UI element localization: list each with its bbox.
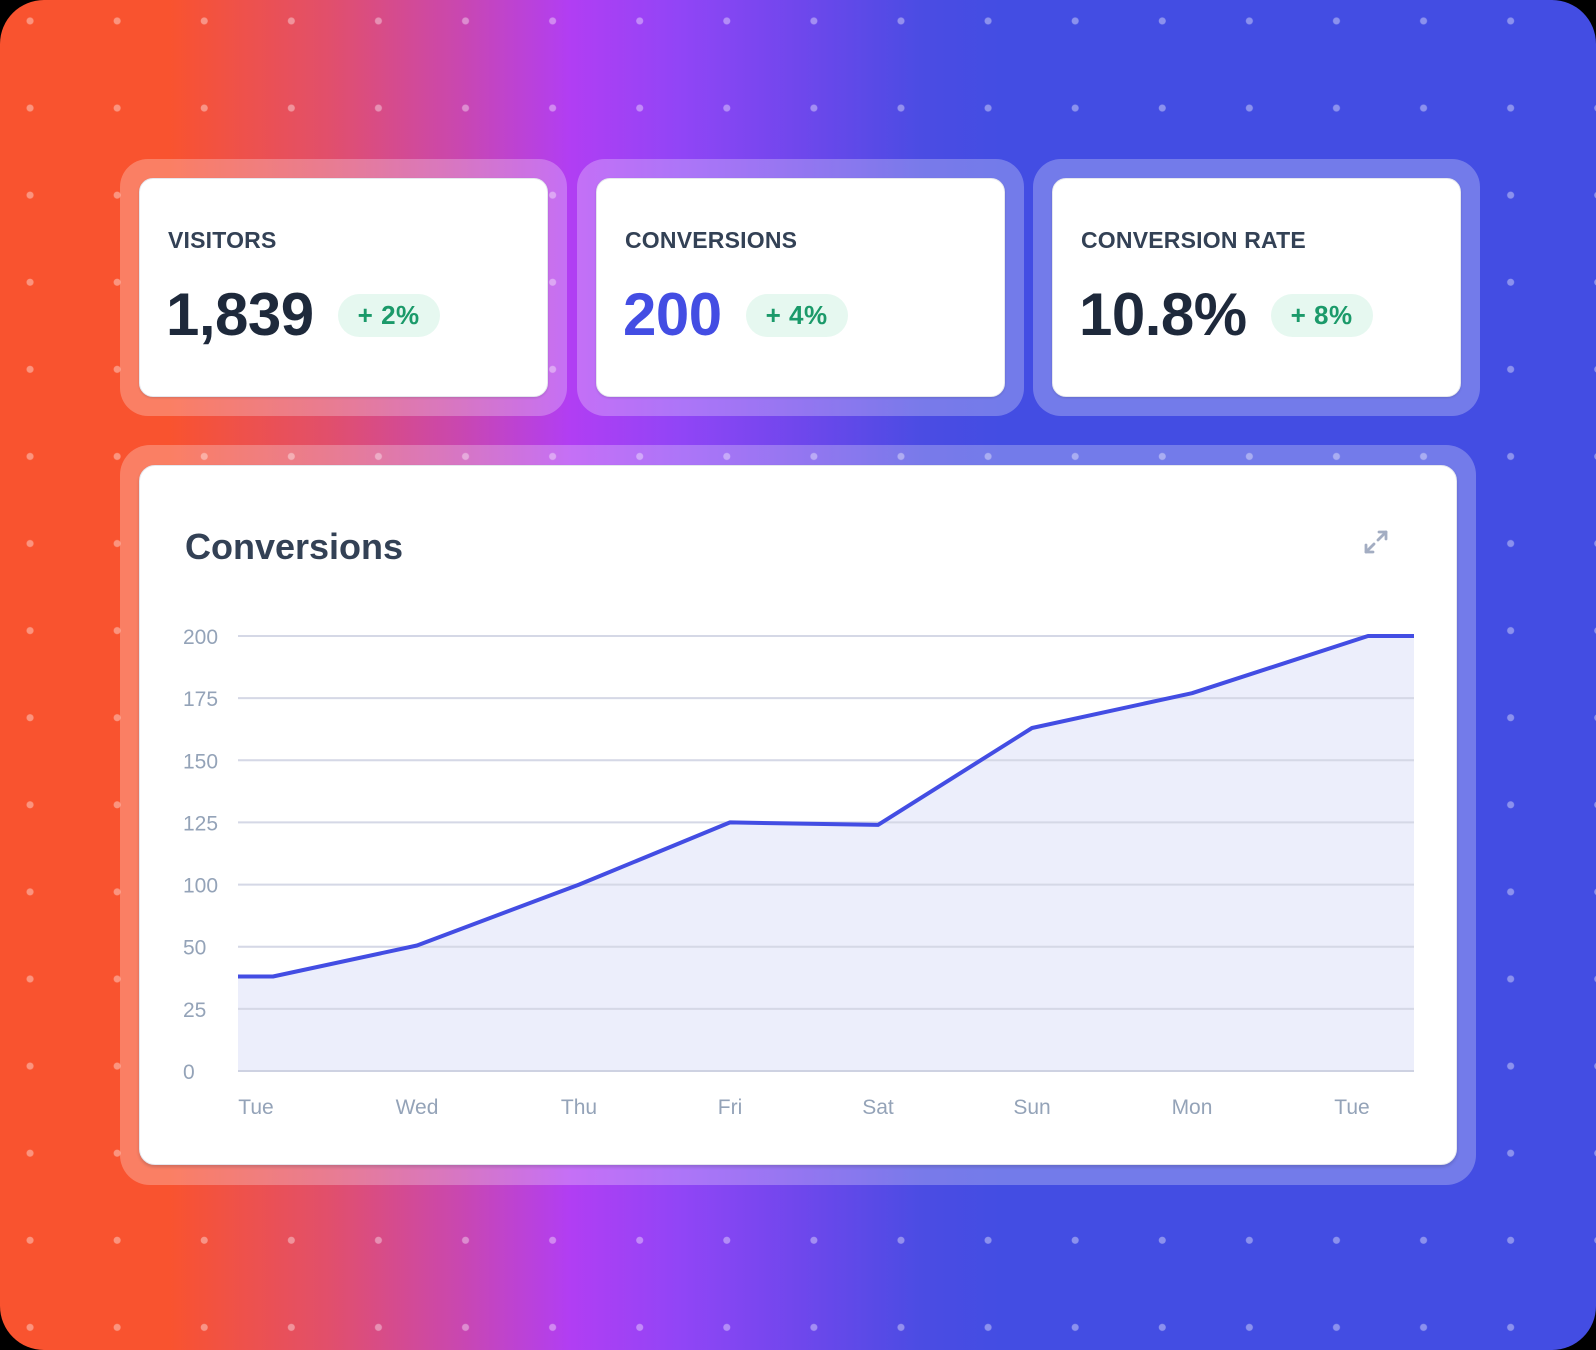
x-axis-tick: Mon	[1172, 1096, 1213, 1119]
x-axis-tick: Thu	[561, 1096, 597, 1119]
chart-title: Conversions	[185, 526, 404, 567]
change-badge: + 2%	[337, 293, 440, 337]
expand-arrows-icon	[1364, 530, 1388, 554]
stat-card-conversion-rate: CONVERSION RATE 10.8% + 8%	[1052, 178, 1461, 397]
stat-value: 1,839	[166, 281, 314, 348]
y-axis-tick: 0	[183, 1061, 195, 1084]
x-axis-tick: Fri	[718, 1096, 743, 1119]
y-axis-tick: 175	[183, 688, 218, 711]
y-axis-tick: 125	[183, 812, 218, 835]
change-badge: + 4%	[745, 293, 848, 337]
stat-label: CONVERSION RATE	[1081, 227, 1306, 253]
stat-card-conversions-frame: CONVERSIONS 200 + 4%	[577, 159, 1024, 416]
stat-value: 10.8%	[1079, 281, 1247, 348]
stat-card-visitors: VISITORS 1,839 + 2%	[139, 178, 548, 397]
chart-card: Conversions 200 175 150 125 100 50 25 0 Tue Wed Th…	[139, 465, 1457, 1165]
stat-card-visitors-frame: VISITORS 1,839 + 2%	[120, 159, 567, 416]
y-axis-tick: 150	[183, 750, 218, 773]
area-fill	[238, 636, 1414, 1071]
y-axis-tick: 50	[183, 937, 206, 960]
y-axis-tick: 100	[183, 875, 218, 898]
y-axis-tick: 200	[183, 626, 218, 649]
conversions-area-chart: 200 175 150 125 100 50 25 0 Tue Wed Thu Fri Sat Sun Mo…	[183, 626, 1414, 1119]
chart-card-frame: Conversions 200 175 150 125 100 50 25 0 Tue Wed Th…	[120, 445, 1476, 1185]
stat-label: CONVERSIONS	[625, 227, 798, 253]
x-axis-tick: Wed	[396, 1096, 439, 1119]
y-axis-tick: 25	[183, 999, 206, 1022]
x-axis-tick: Tue	[1334, 1096, 1369, 1119]
stat-value: 200	[623, 281, 722, 348]
x-axis-tick: Tue	[238, 1096, 273, 1119]
stat-card-conversions: CONVERSIONS 200 + 4%	[596, 178, 1005, 397]
change-badge: + 8%	[1270, 293, 1373, 337]
stat-label: VISITORS	[168, 227, 277, 253]
x-axis-tick: Sun	[1013, 1096, 1050, 1119]
expand-button[interactable]	[1358, 524, 1394, 560]
x-axis-tick: Sat	[862, 1096, 894, 1119]
series-line	[238, 634, 1414, 979]
stat-card-conversion-rate-frame: CONVERSION RATE 10.8% + 8%	[1033, 159, 1480, 416]
